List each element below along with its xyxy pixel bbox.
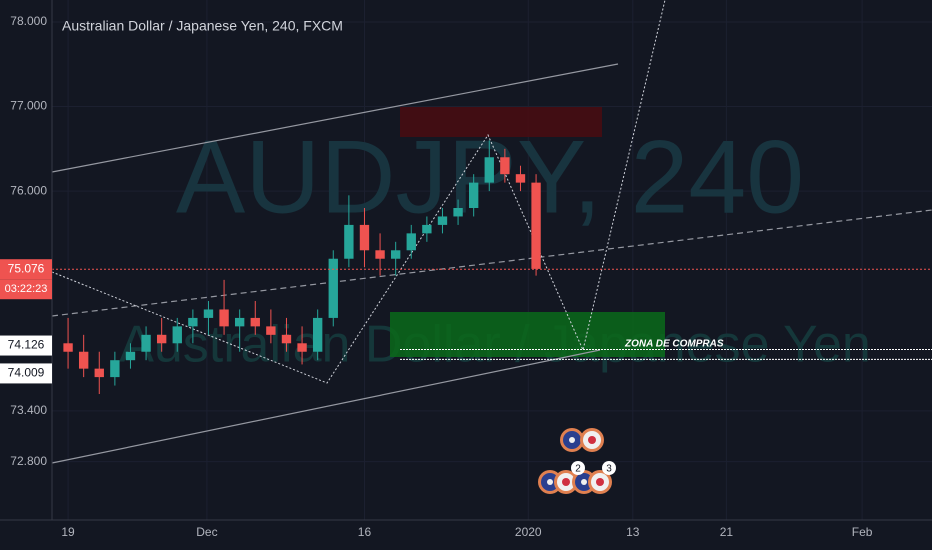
candle-body xyxy=(94,368,104,378)
grid xyxy=(52,0,932,520)
countdown-box xyxy=(0,279,52,300)
price-marker-box xyxy=(0,259,52,280)
candle-body xyxy=(515,174,526,183)
price-markers xyxy=(52,268,932,360)
y-tick-label: 72.800 xyxy=(10,454,47,468)
candle-body xyxy=(63,343,73,352)
buy-zone xyxy=(390,312,665,357)
event-icon-dot xyxy=(547,479,553,485)
event-icon-dot xyxy=(562,478,570,486)
candle-body xyxy=(266,326,276,335)
candle-body xyxy=(297,343,307,352)
event-badge-count: 3 xyxy=(606,464,612,475)
y-tick-label: 73.400 xyxy=(10,403,47,417)
candle-body xyxy=(203,309,214,318)
candle-body xyxy=(453,208,463,217)
y-tick-label: 77.000 xyxy=(10,99,47,113)
candle-body xyxy=(359,224,370,251)
x-tick-label: 16 xyxy=(358,525,372,539)
event-badge xyxy=(602,461,616,475)
candle-body xyxy=(219,309,229,327)
candle-body xyxy=(468,182,479,208)
event-badge xyxy=(571,461,585,475)
candle-body xyxy=(500,157,510,175)
x-tick-label: 21 xyxy=(720,525,734,539)
y-tick-label: 76.000 xyxy=(10,183,47,197)
candle-body xyxy=(172,326,182,344)
candle-body xyxy=(125,351,136,361)
event-icon-dot xyxy=(596,478,604,486)
channel-top xyxy=(51,63,619,173)
channel-mid xyxy=(51,209,932,317)
channel-bottom xyxy=(51,349,601,464)
candle-body xyxy=(531,182,541,269)
candle-body xyxy=(437,216,448,225)
candle-body xyxy=(406,233,416,251)
candle-body xyxy=(234,317,245,327)
candle-body xyxy=(110,360,120,378)
candle-body xyxy=(328,258,338,318)
candle-body xyxy=(78,351,89,369)
candle-body xyxy=(281,334,292,344)
price-marker-label: 75.076 xyxy=(8,261,45,275)
chart-title: Australian Dollar / Japanese Yen, 240, F… xyxy=(62,18,343,34)
event-badge-count: 2 xyxy=(575,464,581,475)
event-icon-dot xyxy=(581,479,587,485)
candle-body xyxy=(375,250,385,259)
candle-body xyxy=(156,334,167,344)
countdown: 03:22:23 xyxy=(5,283,48,295)
x-tick-label: 13 xyxy=(626,525,640,539)
candle-body xyxy=(250,317,260,327)
candle-body xyxy=(484,157,494,183)
event-icon-dot xyxy=(588,436,596,444)
annotation: ZONA DE COMPRAS xyxy=(624,339,724,350)
candles xyxy=(63,140,541,395)
event-icon-dot xyxy=(569,437,575,443)
x-tick-label: 2020 xyxy=(515,525,542,539)
candle-body xyxy=(344,224,354,259)
pattern-path xyxy=(51,0,666,384)
y-tick-label: 78.000 xyxy=(10,14,47,28)
candle-body xyxy=(422,224,432,234)
x-tick-label: Feb xyxy=(852,525,873,539)
x-tick-label: Dec xyxy=(196,525,217,539)
price-marker-label: 74.009 xyxy=(8,366,45,380)
x-tick-label: 19 xyxy=(61,525,75,539)
price-marker-box xyxy=(0,363,52,384)
candle-body xyxy=(141,334,151,352)
candle-body xyxy=(390,250,401,259)
sell-zone xyxy=(400,107,602,137)
price-marker-box xyxy=(0,335,52,356)
axes: 78.000 77.000 76.000 73.400 72.800 19 Dec 16 202… xyxy=(0,14,873,539)
candle-body xyxy=(312,317,323,352)
candle-body xyxy=(188,317,198,327)
price-marker-label: 74.126 xyxy=(8,338,45,352)
